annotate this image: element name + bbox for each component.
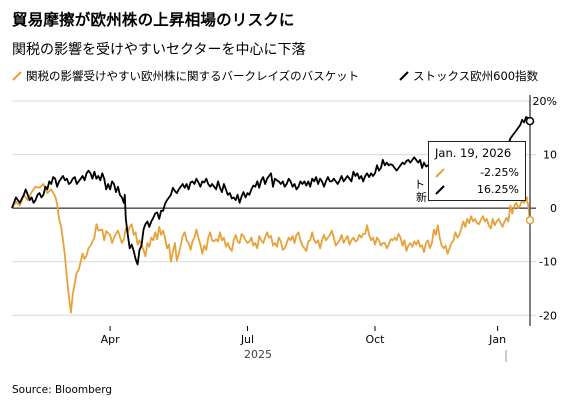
legend-swatch-stoxx600	[399, 71, 409, 81]
year-label: 2025	[244, 348, 272, 361]
x-tick-label: Jan	[488, 333, 506, 346]
hover-marker-stoxx600	[525, 116, 535, 126]
tooltip-date: Jan. 19, 2026	[435, 146, 512, 160]
hover-tooltip: Jan. 19, 2026 -2.25% 16.25%	[428, 141, 526, 201]
x-tick-label: Apr	[101, 333, 121, 346]
series-line-basket	[11, 183, 531, 314]
chart-subtitle: 関税の影響を受けやすいセクターを中心に下落	[12, 42, 306, 58]
tooltip-value-stoxx600: 16.25%	[477, 183, 519, 196]
y-tick-label: 0	[550, 202, 557, 215]
y-tick-label: -20	[539, 309, 557, 322]
tooltip-swatch-stoxx600	[435, 184, 445, 195]
occluded-annotation: 新	[416, 190, 427, 204]
source-note: Source: Bloomberg	[12, 384, 113, 396]
tooltip-row-stoxx600: 16.25%	[435, 181, 519, 198]
y-tick-label: 10	[543, 149, 557, 162]
y-tick-label: -10	[539, 256, 557, 269]
y-tick-label: 20%	[533, 95, 557, 108]
legend-label-basket: 関税の影響受けやすい欧州株に関するバークレイズのバスケット	[26, 69, 360, 83]
hover-marker-basket	[525, 215, 535, 225]
x-tick-label: Jul	[240, 333, 254, 346]
tooltip-row-basket: -2.25%	[435, 164, 519, 181]
legend-item-basket: 関税の影響受けやすい欧州株に関するバークレイズのバスケット	[12, 68, 359, 84]
tooltip-value-basket: -2.25%	[480, 166, 519, 179]
legend-item-stoxx600: ストックス欧州600指数	[399, 68, 538, 84]
legend-swatch-basket	[12, 71, 22, 81]
x-tick-label: Oct	[365, 333, 385, 346]
legend-label-stoxx600: ストックス欧州600指数	[413, 69, 539, 83]
tooltip-swatch-basket	[435, 167, 445, 178]
occluded-annotation: ト	[414, 178, 425, 191]
chart-title: 貿易摩擦が欧州株の上昇相場のリスクに	[12, 11, 295, 29]
